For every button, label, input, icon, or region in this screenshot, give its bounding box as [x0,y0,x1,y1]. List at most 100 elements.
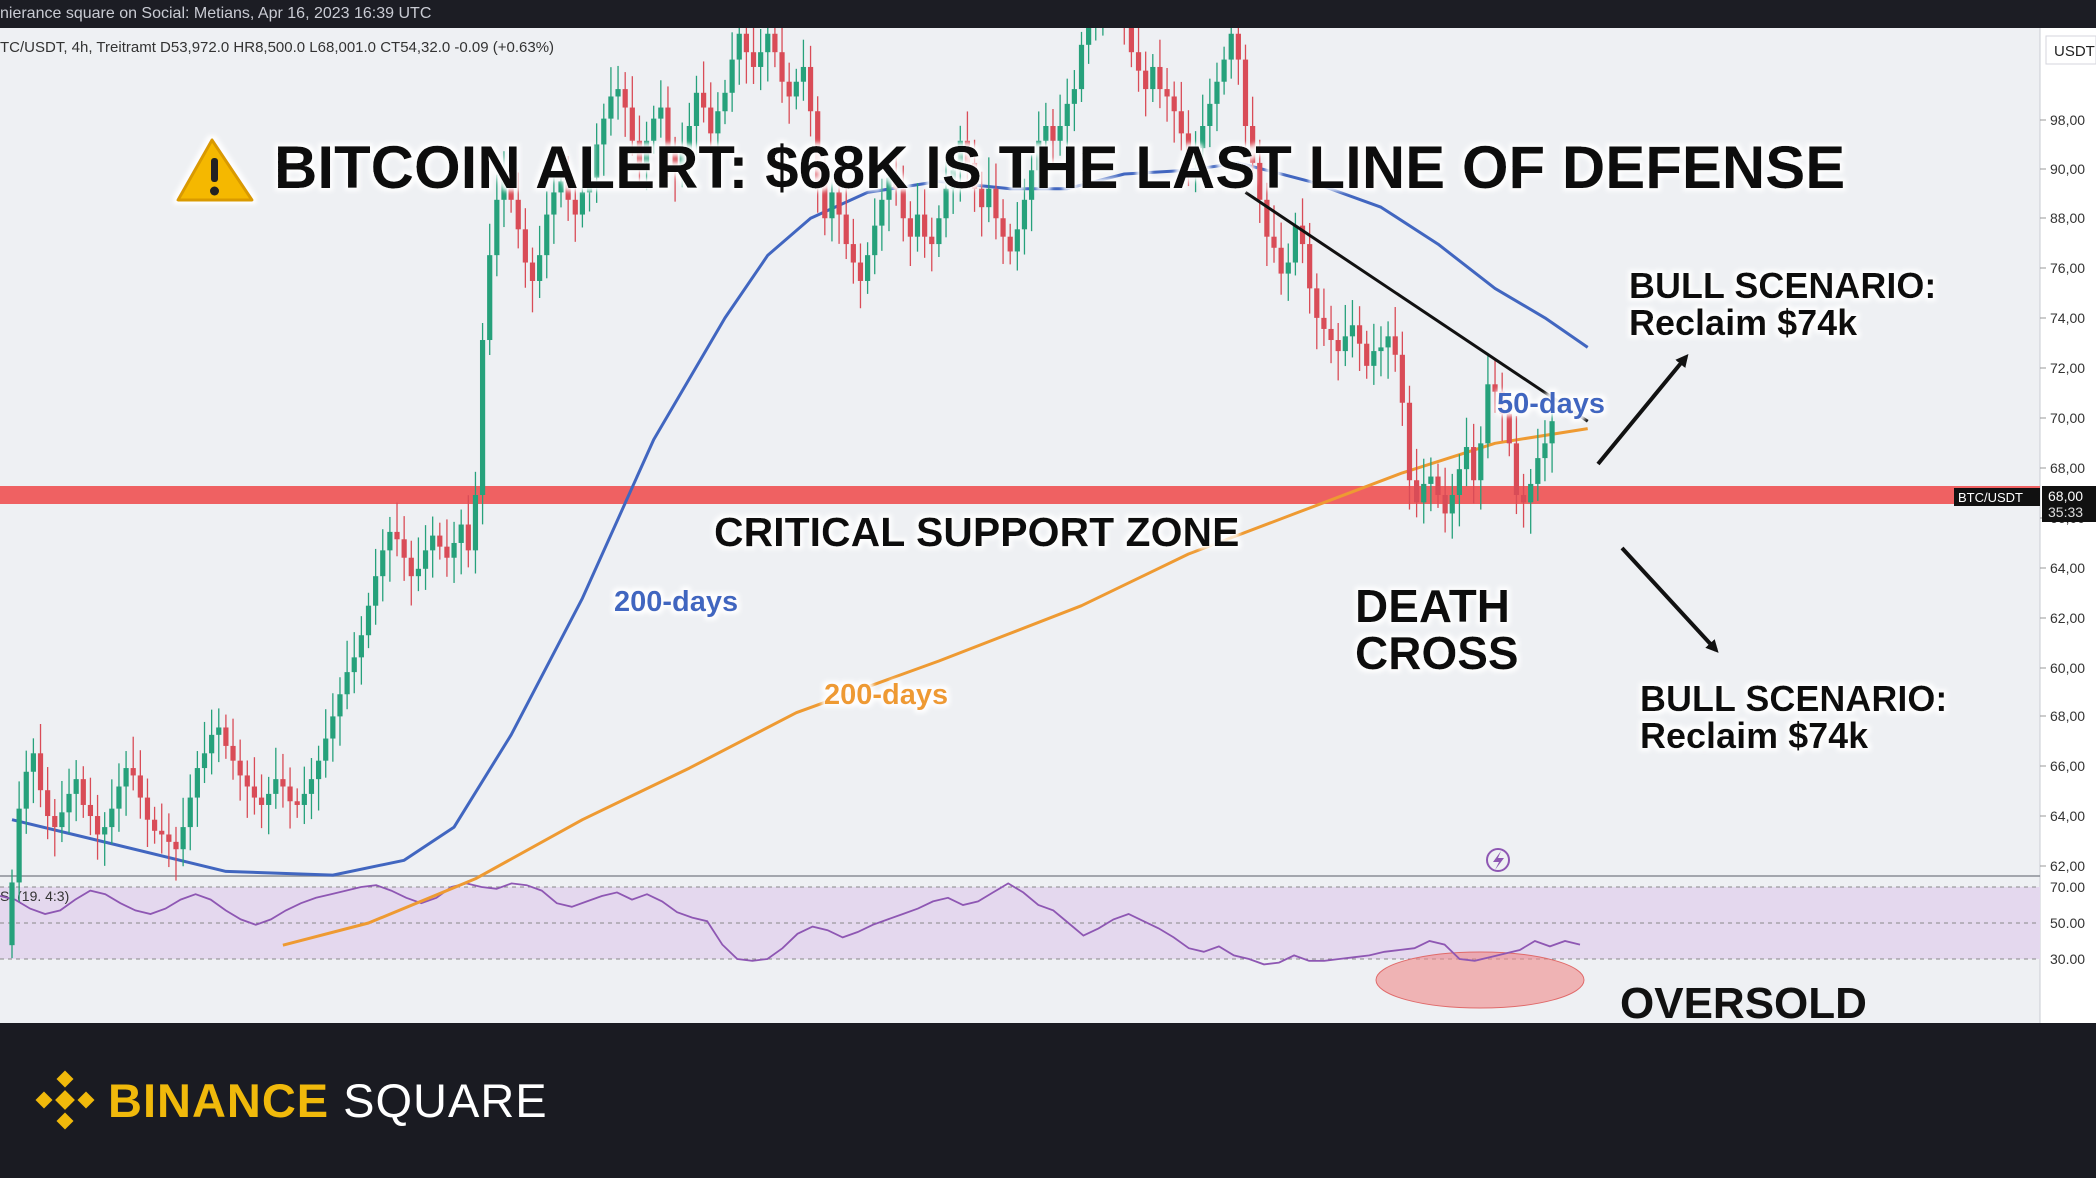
candle-down[interactable] [922,214,928,237]
candle-down[interactable] [1235,33,1241,60]
candle-up[interactable] [1535,458,1541,484]
candle-up[interactable] [886,177,892,200]
candle-down[interactable] [251,786,258,798]
candle-up[interactable] [123,768,129,787]
candle-down[interactable] [1414,480,1420,503]
candle-down[interactable] [1321,317,1327,329]
candle-up[interactable] [1043,126,1049,141]
candle-up[interactable] [266,793,272,805]
candle-up[interactable] [1014,229,1020,252]
candle-down[interactable] [629,107,635,141]
candle-down[interactable] [173,841,179,850]
candle-up[interactable] [594,144,600,178]
candle-up[interactable] [1378,347,1384,352]
candle-down[interactable] [807,66,814,112]
candle-up[interactable] [957,140,963,171]
candle-up[interactable] [551,192,557,215]
candle-up[interactable] [1150,66,1156,90]
candle-down[interactable] [1242,59,1249,126]
candle-down[interactable] [1471,447,1477,481]
candle-down[interactable] [786,81,792,97]
candle-up[interactable] [1456,469,1462,495]
candle-down[interactable] [522,229,528,263]
candle-down[interactable] [750,52,757,67]
chart-area[interactable]: TC/USDT, 4h, Treitramt D53,972.0 HR8,500… [0,0,2096,1028]
candle-up[interactable] [872,225,878,256]
candle-up[interactable] [66,793,72,813]
candle-down[interactable] [223,727,229,746]
candle-down[interactable] [1299,225,1306,245]
candle-up[interactable] [865,255,871,281]
candle-up[interactable] [315,760,322,780]
candle-down[interactable] [1499,391,1505,414]
candle-down[interactable] [244,775,250,787]
candle-down[interactable] [1506,413,1512,444]
candle-down[interactable] [52,816,58,828]
candle-down[interactable] [1171,96,1177,112]
candle-down[interactable] [1271,236,1277,248]
candle-up[interactable] [330,716,336,739]
candle-up[interactable] [351,657,357,673]
candle-down[interactable] [743,33,749,53]
candle-up[interactable] [1192,148,1199,163]
candle-up[interactable] [9,882,15,946]
candle-up[interactable] [209,734,215,754]
candle-up[interactable] [950,170,956,189]
candle-down[interactable] [408,557,414,577]
candle-down[interactable] [993,188,999,219]
candle-up[interactable] [608,96,614,119]
candle-down[interactable] [843,214,849,245]
candle-down[interactable] [636,140,643,163]
candle-down[interactable] [1442,495,1448,514]
candle-up[interactable] [1463,447,1470,470]
candle-down[interactable] [964,140,971,163]
candle-down[interactable] [166,834,172,842]
candle-up[interactable] [1385,336,1391,348]
candle-up[interactable] [544,214,550,256]
candle-down[interactable] [665,107,671,152]
candle-down[interactable] [1492,384,1498,392]
candle-down[interactable] [907,218,913,237]
candle-down[interactable] [1314,288,1320,318]
candle-up[interactable] [73,779,79,794]
candle-up[interactable] [358,635,364,658]
candle-up[interactable] [537,255,543,281]
candle-up[interactable] [1349,325,1356,337]
candle-down[interactable] [80,779,86,805]
candle-up[interactable] [109,808,115,828]
candle-up[interactable] [415,568,422,577]
candle-down[interactable] [1264,199,1270,237]
candle-up[interactable] [30,753,36,772]
candle-up[interactable] [765,33,771,53]
candle-up[interactable] [1421,483,1427,503]
candle-down[interactable] [1520,495,1527,503]
candle-down[interactable] [857,262,864,281]
candle-up[interactable] [201,753,208,769]
candle-down[interactable] [87,804,94,817]
candle-up[interactable] [658,107,664,119]
candle-up[interactable] [472,495,479,551]
candles[interactable] [9,0,1555,959]
candle-down[interactable] [401,539,407,558]
candle-up[interactable] [1214,81,1220,104]
candle-up[interactable] [301,793,307,805]
price-axis-pane[interactable] [2040,28,2096,1023]
candle-down[interactable] [1278,247,1284,274]
candle-down[interactable] [565,181,571,200]
candle-down[interactable] [45,790,51,817]
candle-down[interactable] [529,262,536,281]
candle-up[interactable] [1449,495,1455,514]
candle-down[interactable] [772,33,778,53]
candle-down[interactable] [1392,336,1398,355]
candle-up[interactable] [16,808,22,883]
candle-up[interactable] [1207,103,1213,126]
candle-up[interactable] [586,177,593,193]
candle-up[interactable] [736,33,742,60]
candle-down[interactable] [515,199,521,230]
candle-up[interactable] [1228,33,1234,60]
candle-up[interactable] [430,535,436,551]
candle-down[interactable] [294,801,300,805]
candle-up[interactable] [1078,44,1085,90]
candle-down[interactable] [37,753,44,791]
candle-up[interactable] [373,576,379,606]
